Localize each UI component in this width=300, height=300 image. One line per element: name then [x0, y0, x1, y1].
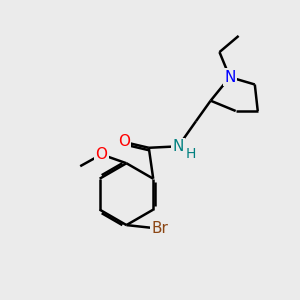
Text: H: H: [185, 147, 196, 161]
Text: O: O: [118, 134, 130, 149]
Text: N: N: [224, 70, 236, 85]
Text: N: N: [172, 139, 184, 154]
Text: Br: Br: [152, 220, 168, 236]
Text: O: O: [95, 147, 107, 162]
